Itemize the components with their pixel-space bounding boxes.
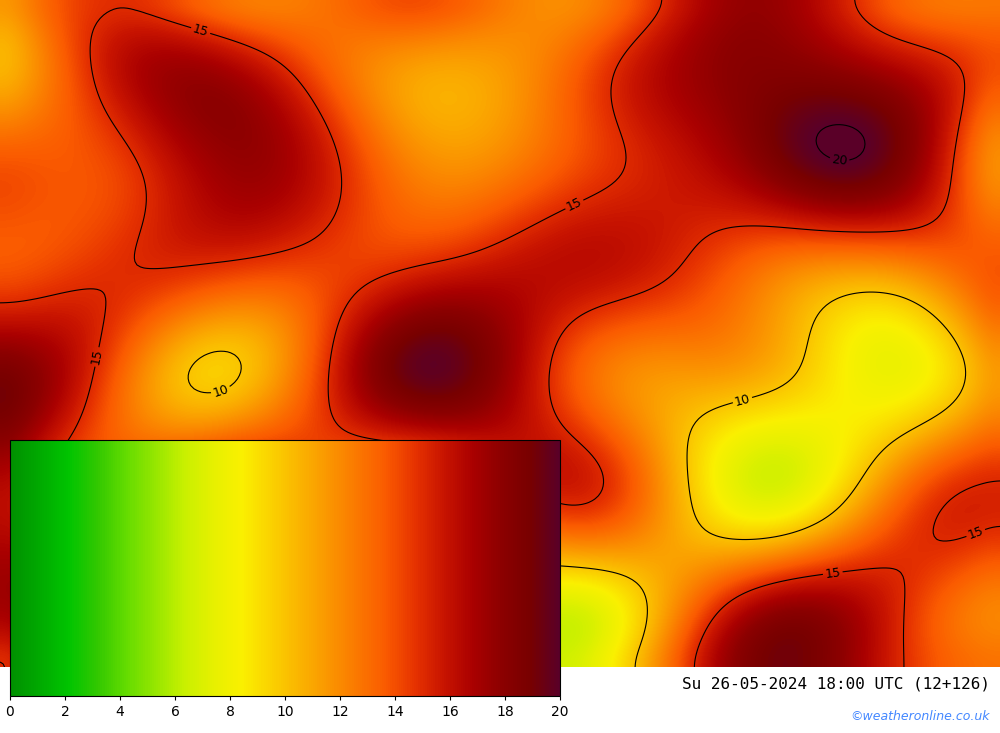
Text: Temperature 2m Spread mean+σ [°C] ECMWF: Temperature 2m Spread mean+σ [°C] ECMWF — [10, 677, 385, 692]
Text: 10: 10 — [733, 391, 752, 408]
Text: 15: 15 — [966, 524, 985, 542]
Text: Su 26-05-2024 18:00 UTC (12+126): Su 26-05-2024 18:00 UTC (12+126) — [682, 677, 990, 692]
Text: 10: 10 — [513, 556, 530, 570]
Text: 15: 15 — [824, 566, 841, 581]
Text: 15: 15 — [191, 22, 210, 39]
Text: ©weatheronline.co.uk: ©weatheronline.co.uk — [850, 710, 990, 723]
Text: 15: 15 — [89, 348, 105, 366]
Text: 10: 10 — [211, 382, 230, 399]
Text: 15: 15 — [564, 195, 584, 214]
Text: 20: 20 — [831, 153, 848, 168]
